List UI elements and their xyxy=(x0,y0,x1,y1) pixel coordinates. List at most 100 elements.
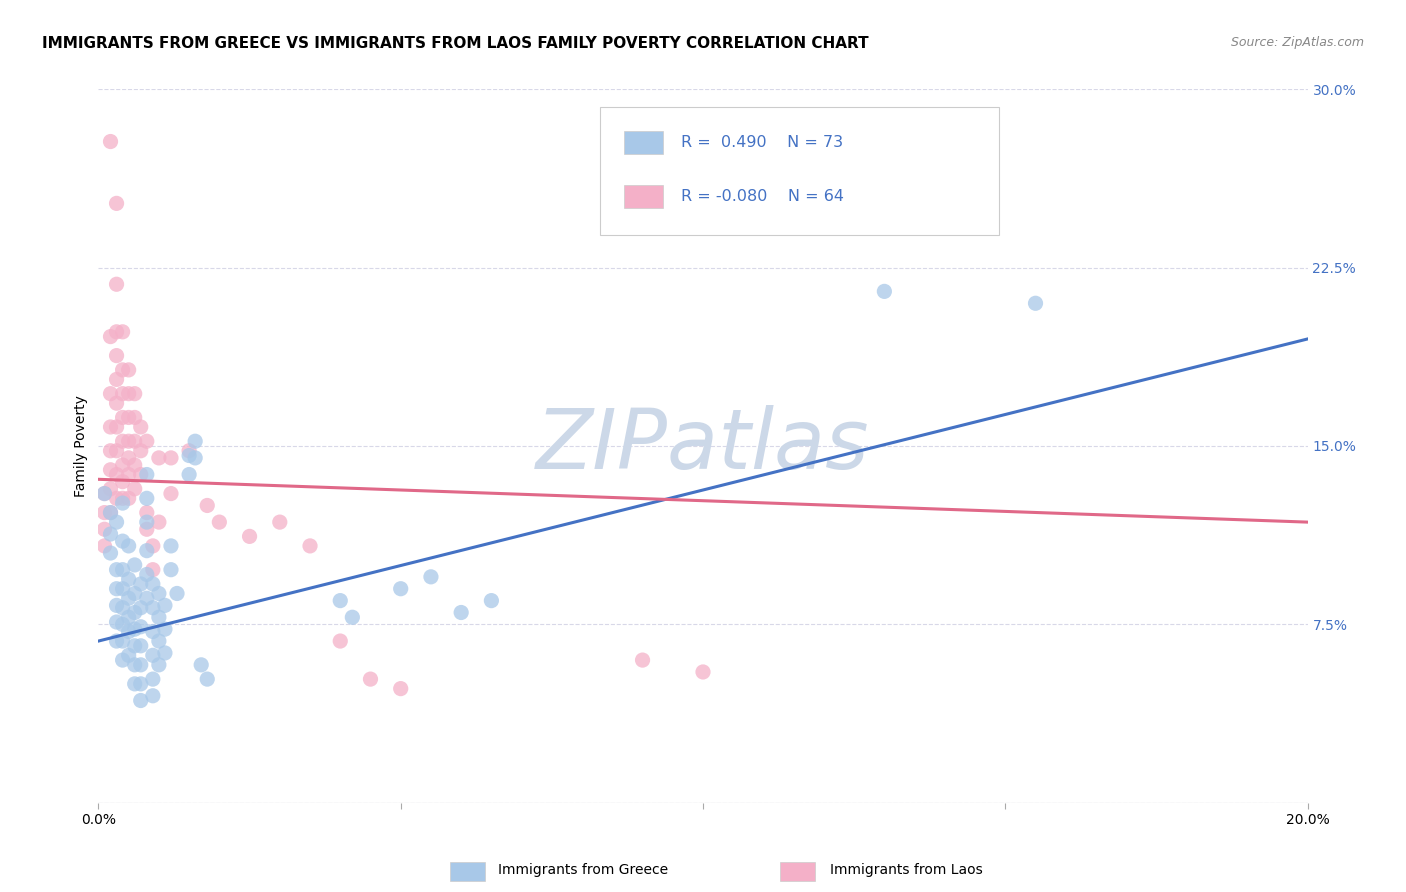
Point xyxy=(135,491,157,506)
Point xyxy=(142,672,165,686)
Point xyxy=(93,486,115,500)
Point xyxy=(166,586,188,600)
Point xyxy=(93,486,115,500)
Point xyxy=(135,506,157,520)
Point xyxy=(124,558,146,572)
Point xyxy=(148,450,170,465)
Point xyxy=(142,577,165,591)
Point xyxy=(105,420,128,434)
Text: R =  0.490    N = 73: R = 0.490 N = 73 xyxy=(682,136,844,150)
Point xyxy=(105,372,128,386)
Point xyxy=(142,600,165,615)
Point xyxy=(142,648,165,663)
FancyBboxPatch shape xyxy=(624,131,664,154)
Point xyxy=(208,515,231,529)
Point xyxy=(129,620,152,634)
Point xyxy=(111,563,134,577)
Point xyxy=(129,657,152,672)
Point xyxy=(135,543,157,558)
Point xyxy=(360,672,382,686)
Point xyxy=(135,515,157,529)
Point xyxy=(105,599,128,613)
Point xyxy=(111,410,134,425)
Point xyxy=(124,586,146,600)
Point xyxy=(100,420,122,434)
Point xyxy=(105,582,128,596)
Point xyxy=(142,689,165,703)
Point xyxy=(124,639,146,653)
Point xyxy=(160,486,183,500)
Point xyxy=(100,135,122,149)
Point xyxy=(105,515,128,529)
Point xyxy=(100,463,122,477)
Point xyxy=(111,496,134,510)
Point xyxy=(118,491,141,506)
Point xyxy=(239,529,262,543)
Point xyxy=(93,522,115,536)
Point xyxy=(124,622,146,636)
FancyBboxPatch shape xyxy=(624,185,664,208)
Point xyxy=(124,606,146,620)
Point xyxy=(124,434,146,449)
Point xyxy=(179,443,201,458)
Point xyxy=(105,349,128,363)
Point xyxy=(118,434,141,449)
Point xyxy=(129,577,152,591)
Point xyxy=(111,491,134,506)
Point xyxy=(111,475,134,489)
Point xyxy=(118,591,141,606)
Point xyxy=(329,634,352,648)
Point xyxy=(135,567,157,582)
FancyBboxPatch shape xyxy=(600,107,1000,235)
Point xyxy=(129,420,152,434)
Point xyxy=(195,499,218,513)
Point xyxy=(100,386,122,401)
Point xyxy=(105,615,128,629)
Point xyxy=(111,600,134,615)
Point xyxy=(124,410,146,425)
Point xyxy=(342,610,364,624)
Point xyxy=(111,386,134,401)
Point xyxy=(135,467,157,482)
Point xyxy=(148,657,170,672)
Point xyxy=(100,527,122,541)
Point xyxy=(100,329,122,343)
Text: Immigrants from Laos: Immigrants from Laos xyxy=(831,863,983,877)
Point xyxy=(160,563,183,577)
Point xyxy=(129,639,152,653)
Text: IMMIGRANTS FROM GREECE VS IMMIGRANTS FROM LAOS FAMILY POVERTY CORRELATION CHART: IMMIGRANTS FROM GREECE VS IMMIGRANTS FRO… xyxy=(42,36,869,51)
Point xyxy=(148,586,170,600)
Point xyxy=(129,677,152,691)
Point xyxy=(111,617,134,632)
Point xyxy=(111,534,134,549)
Point xyxy=(299,539,322,553)
Point xyxy=(135,591,157,606)
Point xyxy=(124,482,146,496)
Point xyxy=(111,653,134,667)
Point xyxy=(179,467,201,482)
Point xyxy=(105,634,128,648)
Point xyxy=(111,434,134,449)
Point xyxy=(124,657,146,672)
Point xyxy=(148,634,170,648)
Point xyxy=(100,546,122,560)
Point xyxy=(124,677,146,691)
Point xyxy=(100,443,122,458)
Point xyxy=(100,506,122,520)
Point xyxy=(111,458,134,472)
Point xyxy=(179,449,201,463)
Point xyxy=(160,450,183,465)
Point xyxy=(450,606,472,620)
Point xyxy=(118,624,141,639)
Point xyxy=(111,325,134,339)
Point xyxy=(481,593,503,607)
Point xyxy=(129,693,152,707)
Point xyxy=(389,681,412,696)
Point xyxy=(195,672,218,686)
Point xyxy=(105,467,128,482)
Point xyxy=(118,410,141,425)
Point xyxy=(111,363,134,377)
Point xyxy=(111,582,134,596)
Point xyxy=(129,443,152,458)
Point xyxy=(153,622,176,636)
